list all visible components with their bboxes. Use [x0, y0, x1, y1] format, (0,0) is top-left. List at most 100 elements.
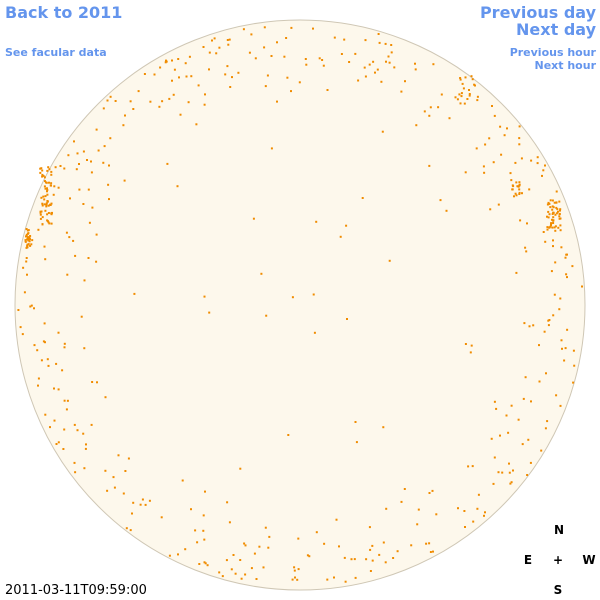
facula: [143, 73, 146, 75]
back-link[interactable]: Back to 2011: [5, 3, 122, 22]
facula: [242, 28, 245, 31]
facula: [237, 71, 240, 74]
facula: [321, 59, 324, 61]
facula: [90, 423, 93, 426]
facula: [557, 226, 560, 229]
facula: [176, 185, 179, 188]
facula: [218, 46, 221, 49]
facula: [51, 211, 53, 214]
facula: [384, 561, 387, 564]
facula: [228, 38, 231, 41]
previous-day-link[interactable]: Previous day: [480, 3, 597, 22]
facula: [137, 90, 140, 93]
facula: [54, 166, 57, 169]
facula: [283, 55, 286, 58]
facula: [400, 500, 403, 503]
facula: [270, 147, 273, 150]
facula: [25, 235, 27, 238]
facula: [482, 165, 485, 168]
facula: [53, 387, 55, 390]
facula: [63, 346, 66, 349]
facula: [428, 542, 431, 545]
facula: [75, 168, 78, 171]
facula: [297, 537, 300, 540]
facula: [416, 523, 419, 526]
facula: [243, 542, 246, 545]
facular-link[interactable]: See facular data: [5, 46, 107, 59]
facula: [190, 508, 192, 511]
facula: [552, 314, 555, 317]
facula: [74, 254, 77, 257]
facula: [524, 376, 527, 379]
facula: [518, 183, 521, 186]
facula: [335, 518, 338, 521]
facula: [354, 52, 357, 55]
facula: [62, 448, 65, 450]
facula: [25, 233, 28, 236]
facula: [518, 193, 521, 195]
facula: [387, 55, 390, 58]
facula: [158, 105, 161, 108]
facula: [27, 236, 30, 239]
facula: [27, 239, 30, 242]
facula: [542, 231, 545, 233]
facula: [469, 351, 472, 354]
facula: [30, 243, 33, 246]
facula: [304, 58, 307, 60]
facula: [276, 41, 278, 44]
next-hour-link[interactable]: Next hour: [535, 59, 597, 72]
facula: [239, 467, 242, 470]
facula: [226, 501, 229, 504]
facula: [44, 258, 47, 261]
facula: [385, 507, 388, 510]
facula: [76, 429, 79, 432]
facula: [565, 273, 568, 276]
facula: [553, 201, 556, 204]
facula: [390, 51, 393, 54]
facula: [65, 231, 68, 234]
facula: [369, 570, 372, 572]
facula: [507, 431, 510, 434]
facula: [53, 185, 56, 188]
facula: [104, 469, 107, 472]
facula: [551, 218, 553, 221]
facula: [43, 198, 46, 201]
previous-hour-link[interactable]: Previous hour: [510, 46, 597, 59]
facula: [49, 184, 52, 187]
facula: [558, 215, 561, 218]
facula: [44, 341, 46, 344]
facula: [581, 285, 583, 288]
facula: [287, 434, 290, 436]
facula: [554, 261, 557, 264]
facula: [475, 147, 478, 150]
facula: [298, 81, 301, 84]
facula: [84, 447, 87, 450]
facula: [515, 181, 518, 184]
facula: [113, 486, 116, 489]
facula: [371, 544, 374, 547]
facula: [29, 235, 32, 237]
facula: [203, 538, 206, 541]
facula: [572, 381, 575, 384]
facula: [264, 526, 267, 529]
facula: [46, 219, 49, 222]
facula: [474, 84, 476, 87]
facula: [521, 443, 524, 446]
next-day-link[interactable]: Next day: [516, 20, 597, 39]
facula: [91, 381, 94, 383]
facula: [530, 159, 533, 162]
facula: [250, 567, 253, 570]
facula: [518, 125, 521, 128]
facula: [305, 63, 308, 66]
facula: [179, 113, 182, 116]
facula: [378, 553, 381, 556]
facula: [315, 220, 318, 223]
facula: [25, 246, 28, 249]
facula: [112, 476, 115, 479]
facula: [369, 548, 372, 551]
facula: [181, 479, 184, 482]
facula: [232, 554, 235, 556]
facula: [423, 110, 426, 113]
facula: [46, 193, 49, 196]
facula: [548, 202, 551, 205]
